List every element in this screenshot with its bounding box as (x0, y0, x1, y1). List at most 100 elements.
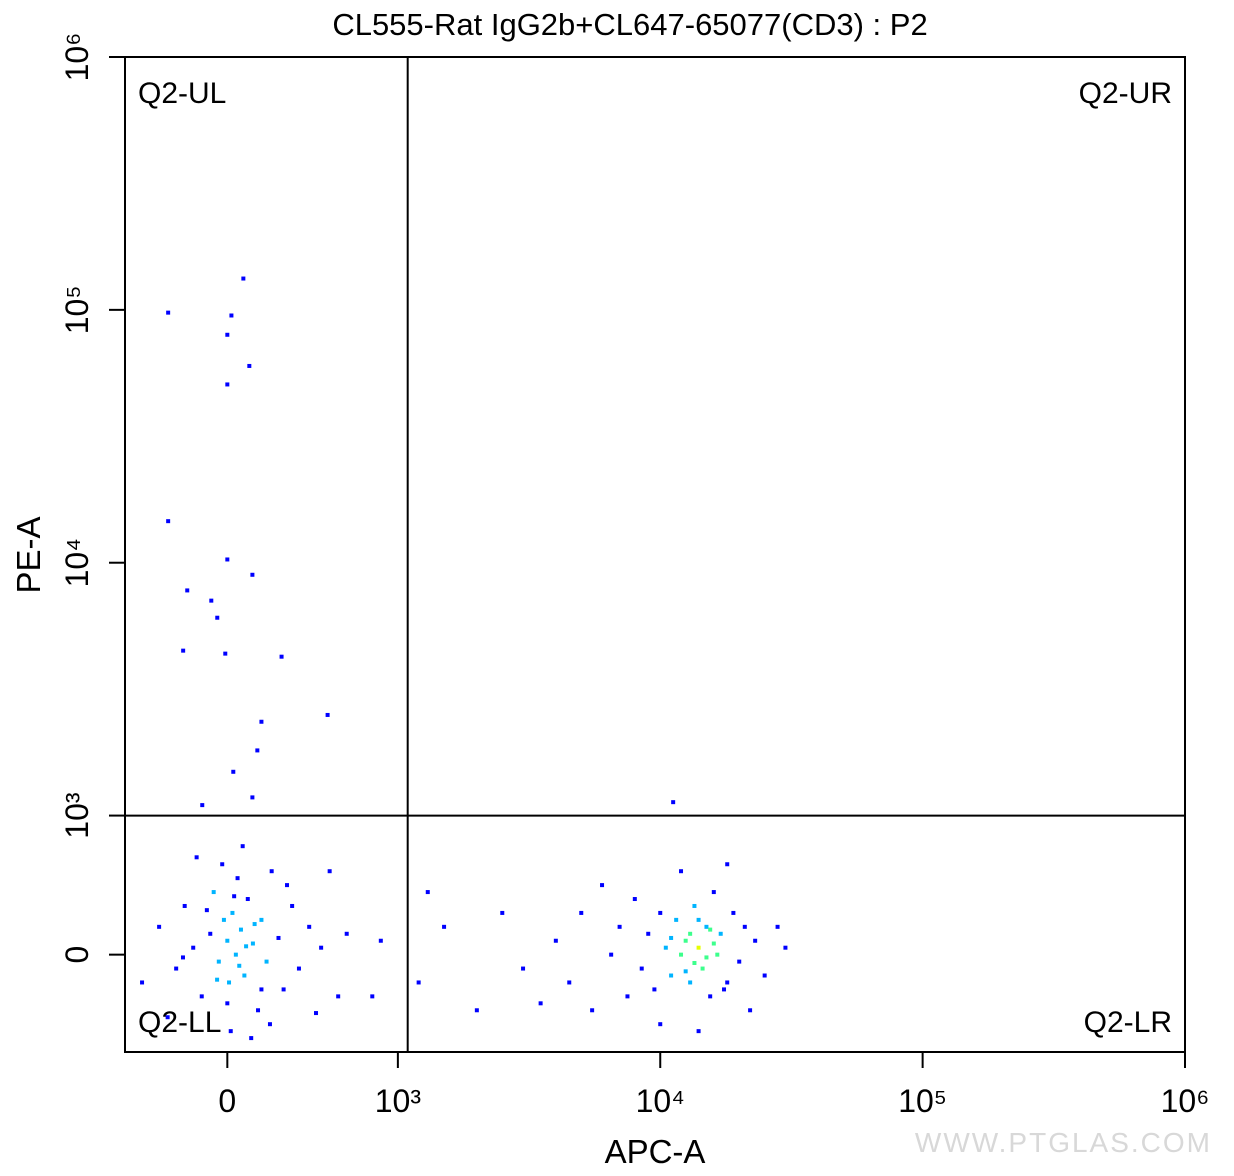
data-point (725, 980, 730, 985)
data-point (237, 963, 242, 968)
data-point (600, 883, 605, 888)
y-tick-label: 10⁴ (59, 538, 95, 587)
data-point (185, 588, 190, 593)
data-point (249, 1036, 254, 1041)
data-point (314, 1011, 319, 1016)
data-point (725, 862, 730, 867)
data-point (639, 966, 644, 971)
data-point (609, 952, 614, 957)
data-point (538, 1001, 543, 1006)
data-point (209, 598, 214, 603)
data-point (194, 855, 199, 860)
data-point (307, 924, 312, 929)
data-point (742, 924, 747, 929)
data-point (225, 557, 230, 562)
quadrant-label: Q2-UR (1079, 77, 1172, 110)
data-point (553, 938, 558, 943)
data-point (225, 332, 230, 337)
data-point (731, 910, 736, 915)
data-point (704, 955, 709, 960)
data-point (250, 572, 255, 577)
data-point (688, 931, 693, 936)
data-point (748, 1008, 753, 1013)
data-point (256, 1008, 261, 1013)
data-point (250, 941, 255, 946)
data-point (674, 917, 679, 922)
data-point (225, 938, 230, 943)
data-point (683, 938, 688, 943)
data-point (211, 890, 216, 895)
data-point (235, 876, 240, 881)
data-point (327, 869, 332, 874)
data-point (696, 945, 701, 950)
data-point (775, 924, 780, 929)
x-tick-label: 0 (218, 1083, 236, 1119)
data-point (181, 648, 186, 653)
data-point (688, 980, 693, 985)
data-point (267, 1022, 272, 1027)
x-tick-label: 10³ (375, 1083, 422, 1119)
data-point (216, 959, 221, 964)
data-point (166, 519, 171, 524)
data-point (567, 980, 572, 985)
data-point (762, 973, 767, 978)
data-point (223, 651, 228, 656)
data-point (252, 922, 257, 927)
data-point (590, 1008, 595, 1013)
x-tick-label: 10⁶ (1161, 1083, 1210, 1119)
data-point (679, 952, 684, 957)
data-point (225, 382, 230, 387)
data-point (683, 969, 688, 974)
data-point (221, 917, 226, 922)
quadrant-label: Q2-UL (138, 77, 226, 110)
data-point (220, 862, 225, 867)
data-point (180, 955, 185, 960)
data-point (279, 654, 284, 659)
data-point (231, 769, 236, 774)
watermark: WWW.PTGLAS.COM (915, 1127, 1212, 1158)
data-point (679, 869, 684, 874)
data-point (259, 719, 264, 724)
data-point (229, 313, 234, 318)
data-point (165, 1015, 170, 1020)
data-point (174, 966, 179, 971)
data-point (669, 973, 674, 978)
chart-title: CL555-Rat IgG2b+CL647-65077(CD3) : P2 (332, 7, 927, 42)
data-point (715, 952, 720, 957)
data-point (166, 310, 171, 315)
data-point (704, 924, 709, 929)
plot-frame (124, 56, 1186, 1053)
data-point (336, 994, 341, 999)
data-point (474, 1008, 479, 1013)
data-point (708, 994, 713, 999)
y-axis-label: PE-A (10, 516, 47, 593)
data-point (625, 994, 630, 999)
data-point (232, 894, 237, 899)
data-point (285, 883, 290, 888)
data-point (319, 945, 324, 950)
data-point (700, 966, 705, 971)
data-point (500, 910, 505, 915)
data-point (696, 917, 701, 922)
x-tick-label: 10⁵ (898, 1083, 947, 1119)
data-point (718, 931, 723, 936)
data-point (199, 994, 204, 999)
data-point (215, 977, 220, 982)
data-point (692, 960, 697, 965)
data-point (215, 615, 220, 620)
data-point (669, 935, 674, 940)
data-point (140, 980, 145, 985)
data-point (692, 903, 697, 908)
data-point (290, 903, 295, 908)
data-point (208, 931, 213, 936)
data-point (425, 890, 430, 895)
data-point (344, 931, 349, 936)
data-point (233, 952, 238, 957)
data-point (191, 945, 196, 950)
data-point (696, 1029, 701, 1034)
y-tick-label: 10³ (59, 792, 95, 839)
data-point (617, 924, 622, 929)
data-point (711, 941, 716, 946)
data-point (646, 931, 651, 936)
